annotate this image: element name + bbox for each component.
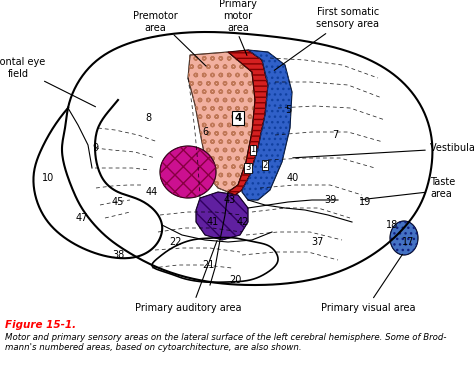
Text: 41: 41 bbox=[207, 217, 219, 227]
Polygon shape bbox=[196, 192, 248, 240]
Text: 4: 4 bbox=[234, 113, 242, 123]
Text: 47: 47 bbox=[76, 213, 88, 223]
Text: 40: 40 bbox=[287, 173, 299, 183]
Text: 22: 22 bbox=[170, 237, 182, 247]
Text: 21: 21 bbox=[202, 260, 214, 270]
Text: 45: 45 bbox=[112, 197, 124, 207]
Text: 2: 2 bbox=[263, 160, 268, 169]
Text: Motor and primary sensory areas on the lateral surface of the left cerebral hemi: Motor and primary sensory areas on the l… bbox=[5, 333, 447, 352]
Polygon shape bbox=[188, 52, 255, 192]
Polygon shape bbox=[242, 50, 292, 200]
Text: Primary auditory area: Primary auditory area bbox=[135, 303, 241, 313]
Text: 9: 9 bbox=[92, 143, 98, 153]
Text: 10: 10 bbox=[42, 173, 54, 183]
Polygon shape bbox=[390, 221, 418, 255]
Text: Taste
area: Taste area bbox=[430, 177, 455, 199]
Polygon shape bbox=[160, 146, 216, 198]
Polygon shape bbox=[34, 100, 162, 258]
Text: 37: 37 bbox=[312, 237, 324, 247]
Text: 5: 5 bbox=[285, 105, 291, 115]
Text: Premotor
area: Premotor area bbox=[133, 11, 177, 33]
Text: 20: 20 bbox=[229, 275, 241, 285]
Text: 7: 7 bbox=[332, 130, 338, 140]
Text: 8: 8 bbox=[145, 113, 151, 123]
Text: 17: 17 bbox=[402, 237, 414, 247]
Text: 44: 44 bbox=[146, 187, 158, 197]
Text: Primary visual area: Primary visual area bbox=[321, 303, 415, 313]
Text: Vestibular area: Vestibular area bbox=[430, 143, 474, 153]
Text: First somatic
sensory area: First somatic sensory area bbox=[317, 7, 380, 29]
Text: 6: 6 bbox=[202, 127, 208, 137]
Text: 39: 39 bbox=[324, 195, 336, 205]
Text: Primary
motor
area: Primary motor area bbox=[219, 0, 257, 32]
Text: Figure 15-1.: Figure 15-1. bbox=[5, 320, 76, 330]
Text: 42: 42 bbox=[237, 217, 249, 227]
Text: 3: 3 bbox=[246, 163, 251, 172]
Polygon shape bbox=[62, 32, 432, 285]
Text: 18: 18 bbox=[386, 220, 398, 230]
Text: 38: 38 bbox=[112, 250, 124, 260]
Text: Frontal eye
field: Frontal eye field bbox=[0, 57, 45, 79]
Polygon shape bbox=[228, 50, 268, 195]
Text: 1: 1 bbox=[250, 145, 255, 154]
Text: 43: 43 bbox=[224, 195, 236, 205]
Text: 19: 19 bbox=[359, 197, 371, 207]
Polygon shape bbox=[152, 238, 278, 282]
